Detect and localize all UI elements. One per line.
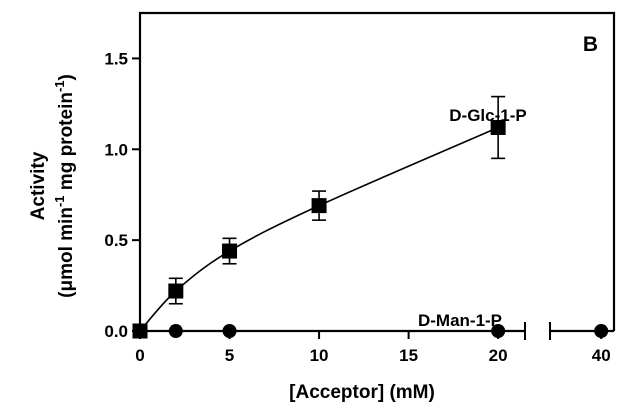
ylabel-sup2: -1 [52, 80, 67, 92]
series-label-man: D-Man-1-P [418, 311, 502, 330]
fit-curve-glc [139, 126, 499, 332]
x-tick-label: 5 [225, 346, 234, 365]
plot-frame [138, 11, 616, 331]
data-point-square [490, 119, 506, 135]
data-point-circle [491, 324, 506, 338]
x-tick-label: 15 [399, 346, 418, 365]
y-axis-title-line2: (μmol min-1 mg protein-1) [52, 74, 77, 298]
y-tick-label: 1.0 [104, 140, 128, 159]
data-point-square [168, 283, 184, 299]
x-tick-label: 10 [310, 346, 329, 365]
y-tick-label: 1.5 [104, 49, 128, 68]
data-point-circle [594, 324, 609, 338]
data-point-square [311, 198, 327, 214]
x-axis-title: [Acceptor] (mM) [289, 382, 435, 403]
y-axis-title: Activity (μmol min-1 mg protein-1) [28, 74, 77, 298]
panel-label: B [583, 33, 598, 56]
series-label-glc: D-Glc-1-P [449, 106, 526, 125]
ylabel-mid: mg protein [56, 92, 77, 195]
x-tick-label: 20 [489, 346, 508, 365]
y-axis-title-line1: Activity [28, 151, 49, 220]
y-tick-label: 0.0 [104, 322, 128, 341]
x-tick-label: 0 [135, 346, 144, 365]
data-point-circle [133, 324, 147, 338]
ylabel-sup1: -1 [52, 195, 67, 207]
x-tick-label: 40 [592, 346, 611, 365]
ylabel-prefix: (μmol min [56, 207, 77, 298]
data-point-square [222, 243, 238, 259]
data-point-circle [222, 324, 237, 338]
ylabel-suffix: ) [56, 74, 77, 80]
plot-area: 0.0 0.5 1.0 1.5 0 5 10 15 20 40 [104, 11, 616, 365]
data-point-circle [168, 324, 183, 338]
y-tick-label: 0.5 [104, 231, 128, 250]
